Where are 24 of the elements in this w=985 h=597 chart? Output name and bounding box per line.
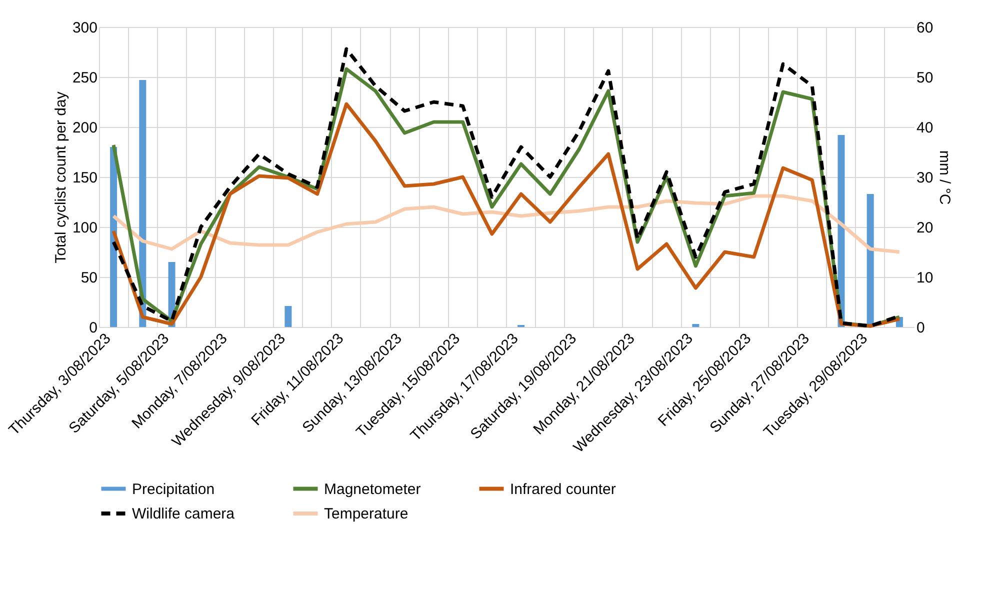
y-tick-label: 200	[72, 120, 98, 136]
y2-tick-label: 30	[916, 170, 934, 186]
y-tick-label: 150	[72, 170, 98, 186]
bar	[284, 306, 292, 327]
legend-label: Magnetometer	[324, 480, 421, 498]
y-axis-title: Total cyclist count per day	[52, 91, 70, 264]
y-tick-label: 0	[89, 320, 98, 336]
y-tick-label: 300	[72, 20, 98, 36]
legend-label: Infrared counter	[510, 480, 616, 498]
bar	[692, 324, 700, 327]
y-tick-label: 100	[72, 220, 98, 236]
y2-tick-label: 50	[916, 70, 934, 86]
y-tick-label: 250	[72, 70, 98, 86]
legend-label: Temperature	[324, 506, 408, 522]
y-tick-label: 50	[80, 270, 98, 286]
y2-tick-label: 20	[916, 220, 934, 236]
y2-tick-label: 10	[916, 270, 934, 286]
legend-label: Wildlife camera	[132, 506, 236, 522]
y2-tick-label: 0	[916, 320, 925, 336]
line-series	[112, 194, 902, 254]
legend-label: Precipitation	[132, 480, 215, 498]
y2-axis-title: mm / °C	[936, 150, 954, 205]
y2-tick-label: 60	[916, 20, 934, 36]
y2-tick-label: 40	[916, 120, 934, 136]
